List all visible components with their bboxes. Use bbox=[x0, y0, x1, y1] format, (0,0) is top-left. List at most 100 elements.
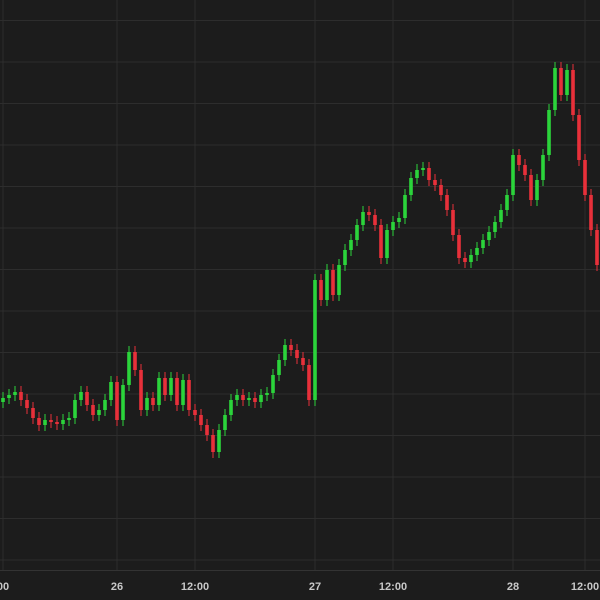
candle-body bbox=[553, 68, 557, 110]
candle-body bbox=[217, 430, 221, 452]
candle-body bbox=[265, 393, 269, 395]
candle-body bbox=[175, 378, 179, 405]
candle-body bbox=[205, 425, 209, 435]
candle-body bbox=[595, 230, 599, 265]
candle-body bbox=[253, 398, 257, 402]
candle-body bbox=[373, 215, 377, 225]
candle-body bbox=[583, 160, 587, 195]
candle-body bbox=[397, 218, 401, 222]
candle-body bbox=[355, 225, 359, 240]
candle-body bbox=[223, 415, 227, 430]
candle-body bbox=[541, 155, 545, 180]
candle-body bbox=[571, 70, 575, 115]
candle-body bbox=[523, 165, 527, 175]
candle-body bbox=[103, 400, 107, 410]
x-tick-label: 27 bbox=[309, 581, 321, 593]
candle-body bbox=[559, 68, 563, 95]
candle-body bbox=[379, 225, 383, 258]
candle-body bbox=[73, 400, 77, 418]
candle-body bbox=[451, 210, 455, 235]
candle-body bbox=[391, 222, 395, 230]
candle-body bbox=[133, 352, 137, 370]
candle-body bbox=[445, 195, 449, 210]
candle-body bbox=[505, 195, 509, 210]
candle-body bbox=[109, 382, 113, 400]
candle-body bbox=[145, 398, 149, 410]
x-tick-label: 12:00 bbox=[571, 581, 599, 593]
candle-body bbox=[211, 435, 215, 452]
candle-body bbox=[457, 235, 461, 258]
candle-body bbox=[79, 392, 83, 400]
candle-body bbox=[247, 398, 251, 400]
candle-body bbox=[565, 70, 569, 95]
candle-body bbox=[61, 420, 65, 424]
candle-body bbox=[481, 240, 485, 248]
candle-body bbox=[415, 170, 419, 178]
x-tick-label: 28 bbox=[507, 581, 519, 593]
candle-body bbox=[229, 400, 233, 415]
candle-body bbox=[493, 222, 497, 232]
candle-body bbox=[115, 382, 119, 420]
candle-body bbox=[469, 255, 473, 262]
candle-body bbox=[313, 280, 317, 400]
candle-body bbox=[241, 395, 245, 400]
candle-body bbox=[169, 378, 173, 395]
candle-body bbox=[343, 250, 347, 265]
x-tick-label: 26 bbox=[111, 581, 123, 593]
candle-body bbox=[67, 418, 71, 420]
candle-body bbox=[361, 212, 365, 225]
candle-body bbox=[517, 155, 521, 165]
candle-body bbox=[295, 350, 299, 358]
candle-body bbox=[307, 365, 311, 400]
candle-body bbox=[547, 110, 551, 155]
candle-body bbox=[403, 195, 407, 218]
candle-body bbox=[127, 352, 131, 385]
candle-body bbox=[421, 168, 425, 170]
candle-body bbox=[511, 155, 515, 195]
candle-body bbox=[97, 410, 101, 415]
candle-body bbox=[271, 375, 275, 393]
candle-body bbox=[301, 358, 305, 365]
candle-body bbox=[157, 378, 161, 405]
candle-body bbox=[43, 420, 47, 425]
candle-body bbox=[337, 265, 341, 295]
candle-body bbox=[277, 360, 281, 375]
candle-body bbox=[349, 240, 353, 250]
candle-body bbox=[409, 178, 413, 195]
candle-body bbox=[589, 195, 593, 230]
candle-body bbox=[85, 392, 89, 405]
candle-body bbox=[151, 398, 155, 405]
candle-body bbox=[235, 395, 239, 400]
candle-body bbox=[475, 248, 479, 255]
x-tick-label: 12:00 bbox=[181, 581, 209, 593]
candle-body bbox=[331, 270, 335, 295]
candle-body bbox=[367, 212, 371, 215]
candle-body bbox=[1, 398, 5, 402]
candle-body bbox=[91, 405, 95, 415]
candle-body bbox=[433, 180, 437, 185]
candle-body bbox=[187, 380, 191, 410]
candle-body bbox=[55, 422, 59, 424]
candle-body bbox=[37, 418, 41, 425]
candle-body bbox=[193, 410, 197, 415]
candle-body bbox=[325, 270, 329, 300]
candle-body bbox=[535, 180, 539, 200]
candle-body bbox=[529, 175, 533, 200]
candle-body bbox=[259, 395, 263, 402]
x-tick-label: 00 bbox=[0, 581, 9, 593]
candle-body bbox=[199, 415, 203, 425]
candle-body bbox=[121, 385, 125, 420]
candle-body bbox=[499, 210, 503, 222]
candle-body bbox=[7, 395, 11, 398]
candle-body bbox=[13, 392, 17, 395]
candle-body bbox=[289, 345, 293, 350]
candle-body bbox=[439, 185, 443, 195]
candle-body bbox=[163, 378, 167, 395]
candle-body bbox=[463, 258, 467, 262]
candle-body bbox=[49, 420, 53, 422]
candle-body bbox=[577, 115, 581, 160]
candle-body bbox=[181, 380, 185, 405]
candle-body bbox=[319, 280, 323, 300]
candle-body bbox=[139, 370, 143, 410]
